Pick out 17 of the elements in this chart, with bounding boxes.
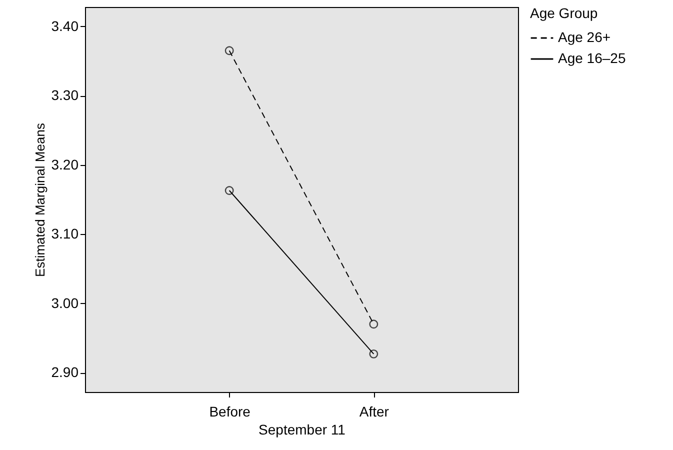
y-tick-label: 3.30 — [51, 87, 79, 104]
y-tick-label: 2.90 — [51, 364, 79, 380]
point — [369, 349, 378, 358]
legend-label: Age 16–25 — [558, 50, 626, 66]
y-tick-label: 3.00 — [51, 294, 79, 311]
legend-title: Age Group — [530, 5, 598, 21]
point — [224, 186, 234, 195]
y-axis-title: Estimated Marginal Means — [32, 122, 48, 277]
y-tick-label: 3.10 — [51, 226, 79, 242]
y-tick-label: 3.20 — [51, 156, 79, 172]
x-tick-label: After — [359, 404, 390, 420]
x-axis-title: September 11 — [258, 422, 346, 438]
point — [369, 320, 378, 329]
y-tick-label: 3.40 — [51, 18, 79, 34]
legend-label: Age 26+ — [558, 29, 611, 45]
x-tick-label: Before — [209, 404, 251, 420]
point — [224, 46, 234, 56]
